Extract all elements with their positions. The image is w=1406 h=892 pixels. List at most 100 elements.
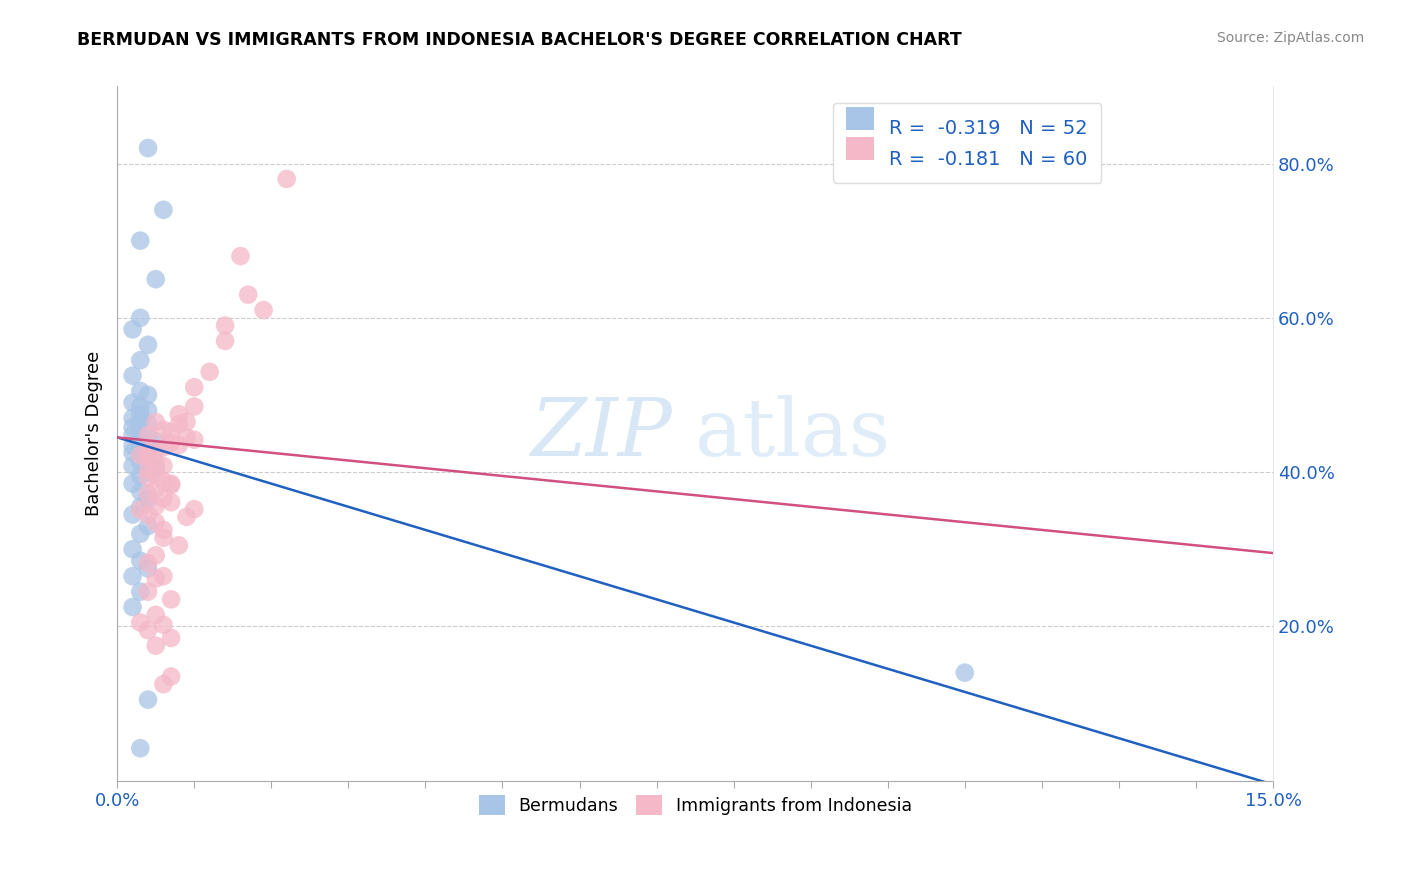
Point	[229, 249, 252, 263]
Point	[129, 384, 152, 398]
Point	[183, 400, 205, 414]
Point	[129, 400, 152, 414]
Point	[152, 491, 174, 506]
Point	[129, 353, 152, 368]
Y-axis label: Bachelor's Degree: Bachelor's Degree	[86, 351, 103, 516]
Point	[160, 478, 183, 492]
Point	[129, 310, 152, 325]
Point	[121, 569, 143, 583]
Point	[238, 287, 260, 301]
Point	[121, 368, 143, 383]
Point	[121, 446, 143, 460]
Point	[129, 469, 152, 483]
Point	[160, 592, 183, 607]
Point	[152, 423, 174, 437]
Text: Source: ZipAtlas.com: Source: ZipAtlas.com	[1216, 31, 1364, 45]
Point	[129, 455, 152, 469]
Point	[145, 461, 167, 475]
Point	[136, 519, 159, 533]
Point	[167, 438, 190, 452]
Point	[145, 443, 167, 458]
Point	[145, 515, 167, 529]
Point	[145, 499, 167, 513]
Point	[183, 502, 205, 516]
Point	[145, 467, 167, 481]
Point	[160, 435, 183, 450]
Point	[121, 476, 143, 491]
Point	[121, 395, 143, 409]
Point	[121, 411, 143, 425]
Point	[129, 484, 152, 499]
Point	[160, 476, 183, 491]
Point	[145, 456, 167, 470]
Point	[176, 509, 198, 524]
Point	[121, 420, 143, 434]
Point	[214, 334, 236, 348]
Point	[129, 448, 152, 462]
Point	[252, 303, 274, 318]
Point	[129, 407, 152, 421]
Point	[136, 465, 159, 479]
Point	[136, 451, 159, 466]
Point	[136, 584, 159, 599]
Point	[160, 631, 183, 645]
Point	[136, 446, 159, 460]
Point	[152, 617, 174, 632]
Point	[160, 669, 183, 683]
Point	[136, 417, 159, 432]
Text: BERMUDAN VS IMMIGRANTS FROM INDONESIA BACHELOR'S DEGREE CORRELATION CHART: BERMUDAN VS IMMIGRANTS FROM INDONESIA BA…	[77, 31, 962, 49]
Point	[276, 172, 298, 186]
Point	[129, 415, 152, 429]
Point	[183, 380, 205, 394]
Point	[129, 425, 152, 439]
Point	[136, 141, 159, 155]
Point	[145, 434, 167, 449]
Point	[136, 561, 159, 575]
Point	[152, 569, 174, 583]
Point	[145, 572, 167, 586]
Point	[129, 554, 152, 568]
Point	[136, 338, 159, 352]
Point	[152, 677, 174, 691]
Point	[176, 430, 198, 444]
Point	[145, 272, 167, 286]
Point	[145, 549, 167, 563]
Point	[129, 448, 152, 462]
Point	[152, 531, 174, 545]
Point	[121, 508, 143, 522]
Point	[136, 430, 159, 444]
Point	[136, 428, 159, 442]
Point	[129, 584, 152, 599]
Point	[136, 470, 159, 484]
Point	[152, 475, 174, 489]
Point	[136, 486, 159, 500]
Point	[152, 458, 174, 473]
Point	[152, 523, 174, 537]
Point	[129, 234, 152, 248]
Point	[160, 495, 183, 509]
Point	[129, 441, 152, 455]
Point	[136, 463, 159, 477]
Point	[167, 407, 190, 421]
Point	[136, 492, 159, 507]
Point	[121, 458, 143, 473]
Point	[129, 500, 152, 514]
Point	[121, 439, 143, 453]
Point	[183, 433, 205, 447]
Point	[121, 600, 143, 615]
Point	[136, 556, 159, 570]
Point	[129, 436, 152, 450]
Point	[136, 451, 159, 466]
Point	[129, 433, 152, 447]
Point	[953, 665, 976, 680]
Point	[136, 508, 159, 522]
Text: atlas: atlas	[695, 394, 890, 473]
Point	[198, 365, 221, 379]
Point	[129, 526, 152, 541]
Point	[129, 503, 152, 517]
Point	[167, 538, 190, 552]
Point	[160, 425, 183, 439]
Point	[152, 202, 174, 217]
Point	[121, 542, 143, 557]
Point	[121, 322, 143, 336]
